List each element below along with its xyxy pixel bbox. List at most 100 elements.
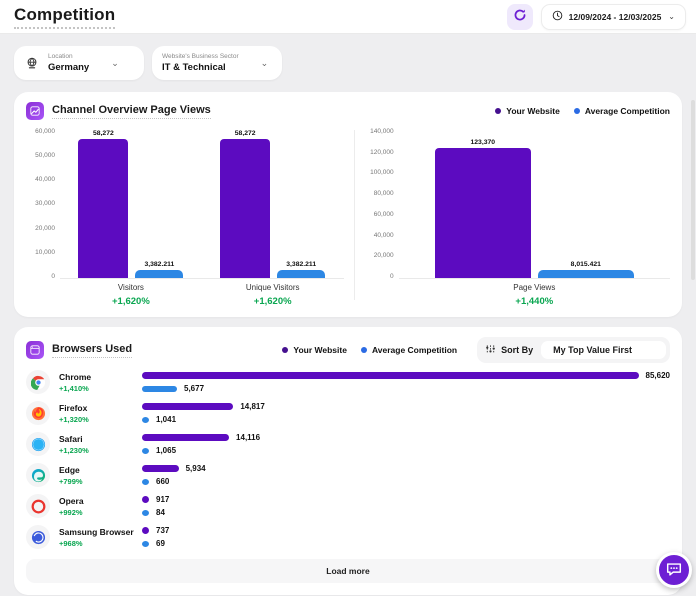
channel-legend: Your Website Average Competition bbox=[495, 106, 670, 116]
page-title: Competition bbox=[14, 5, 116, 29]
browser-row: Edge +799% 5,934 660 bbox=[26, 463, 670, 487]
average-competition-bar[interactable] bbox=[142, 385, 177, 392]
clock-icon bbox=[552, 8, 563, 26]
chat-fab-button[interactable] bbox=[656, 552, 692, 588]
chevron-down-icon: ⌄ bbox=[668, 12, 675, 21]
browser-row: Firefox +1,320% 14,817 1,041 bbox=[26, 401, 670, 425]
browser-row: Safari +1,230% 14,116 1,065 bbox=[26, 432, 670, 456]
browser-name: Safari bbox=[59, 433, 83, 444]
y-tick-label: 0 bbox=[51, 272, 55, 280]
bar-value-label: 5,934 bbox=[185, 464, 206, 473]
plot-area: 58,272 3,382.211 Visitors +1,620% 58,272 3,38… bbox=[60, 130, 344, 307]
y-tick-label: 30,000 bbox=[35, 200, 55, 208]
your-website-bar[interactable] bbox=[434, 147, 531, 278]
your-website-bar[interactable] bbox=[142, 403, 234, 410]
browser-meta: Opera +992% bbox=[50, 496, 142, 517]
your-website-bar[interactable] bbox=[142, 465, 179, 472]
average-competition-bar[interactable] bbox=[142, 447, 149, 454]
chart-icon bbox=[26, 102, 44, 120]
legend-average-competition: Average Competition bbox=[360, 345, 457, 355]
date-range-picker[interactable]: 12/09/2024 - 12/03/2025 ⌄ bbox=[540, 3, 686, 30]
bar-value-label: 14,817 bbox=[240, 402, 265, 411]
bar-value-label: 85,620 bbox=[645, 371, 670, 380]
your-website-bar[interactable] bbox=[78, 139, 129, 278]
average-competition-bar[interactable] bbox=[277, 269, 326, 278]
browser-name: Chrome bbox=[59, 371, 92, 382]
refresh-icon bbox=[513, 8, 527, 25]
average-competition-bar[interactable] bbox=[142, 416, 149, 423]
bar-value-label: 69 bbox=[156, 539, 165, 548]
main-content: Location Germany ⌄ Website's Business Se… bbox=[0, 34, 696, 595]
chat-bubble-icon bbox=[665, 560, 683, 581]
browser-icon bbox=[26, 341, 44, 359]
browsers-header: Browsers Used Your Website Average Compe… bbox=[26, 337, 670, 363]
location-filter[interactable]: Location Germany ⌄ bbox=[14, 46, 144, 80]
bar-group: 123,370 8,015.421 Page Views +1,440% bbox=[434, 130, 634, 307]
bar-value-label: 8,015.421 bbox=[570, 260, 601, 268]
legend-your-website: Your Website bbox=[495, 106, 560, 116]
y-axis: 140,000 120,000 100,000 80,000 60,000 40,000 2… bbox=[365, 128, 399, 282]
load-more-button[interactable]: Load more bbox=[26, 559, 670, 583]
refresh-button[interactable] bbox=[506, 3, 533, 30]
scrollbar[interactable] bbox=[691, 100, 695, 280]
category-label: Page Views bbox=[513, 283, 556, 292]
y-tick-label: 50,000 bbox=[35, 152, 55, 160]
bar-value-label: 58,272 bbox=[234, 130, 256, 137]
globe-icon bbox=[24, 55, 40, 71]
y-tick-label: 100,000 bbox=[370, 169, 394, 177]
browser-name: Samsung Browser bbox=[59, 526, 134, 537]
channel-overview-header: Channel Overview Page Views Your Website… bbox=[26, 102, 670, 120]
business-sector-filter[interactable]: Website's Business Sector IT & Technical… bbox=[152, 46, 282, 80]
sort-value[interactable]: My Top Value First bbox=[541, 341, 666, 359]
sector-filter-value: IT & Technical bbox=[162, 62, 226, 73]
bar-value-label: 3,382.211 bbox=[286, 260, 317, 268]
y-tick-label: 40,000 bbox=[373, 231, 394, 239]
browser-row: Opera +992% 917 84 bbox=[26, 494, 670, 518]
samsung-icon bbox=[26, 525, 50, 549]
y-tick-label: 20,000 bbox=[35, 224, 55, 232]
y-tick-label: 0 bbox=[389, 272, 394, 280]
blue-dot-icon bbox=[573, 108, 580, 114]
safari-icon bbox=[26, 432, 50, 456]
browser-meta: Firefox +1,320% bbox=[50, 403, 142, 424]
delta-percentage: +1,620% bbox=[112, 296, 150, 307]
location-filter-value: Germany bbox=[48, 62, 90, 73]
delta-percentage: +799% bbox=[59, 476, 83, 486]
browsers-title: Browsers Used bbox=[52, 343, 133, 358]
browser-meta: Safari +1,230% bbox=[50, 434, 142, 455]
bar-value-label: 737 bbox=[156, 526, 170, 535]
edge-icon bbox=[26, 463, 50, 487]
bar-group: 58,272 3,382.211 Visitors +1,620% bbox=[78, 130, 184, 307]
delta-percentage: +1,230% bbox=[59, 445, 89, 455]
average-competition-bar[interactable] bbox=[142, 540, 149, 547]
sort-by-control[interactable]: Sort By My Top Value First bbox=[477, 337, 670, 363]
average-competition-bar[interactable] bbox=[142, 509, 149, 516]
axis-baseline bbox=[60, 278, 344, 279]
browser-meta: Edge +799% bbox=[50, 465, 142, 486]
page-views-chart: 140,000 120,000 100,000 80,000 60,000 40,000 2… bbox=[365, 128, 670, 307]
your-website-bar[interactable] bbox=[142, 527, 149, 534]
browser-meta: Chrome +1,410% bbox=[50, 372, 142, 393]
browsers-panel: Browsers Used Your Website Average Compe… bbox=[14, 327, 682, 595]
y-tick-label: 60,000 bbox=[35, 128, 55, 135]
your-website-bar[interactable] bbox=[220, 139, 271, 278]
bar-value-label: 660 bbox=[156, 477, 170, 486]
bar-value-label: 917 bbox=[156, 495, 170, 504]
delta-percentage: +968% bbox=[59, 538, 83, 548]
bar-value-label: 5,677 bbox=[184, 384, 205, 393]
your-website-bar[interactable] bbox=[142, 434, 230, 441]
y-axis: 60,000 50,000 40,000 30,000 20,000 10,000 0 bbox=[26, 128, 60, 282]
filters-row: Location Germany ⌄ Website's Business Se… bbox=[14, 46, 682, 80]
top-bar: Competition 12/09/2024 - 12/03/2025 ⌄ bbox=[0, 0, 696, 34]
delta-percentage: +1,620% bbox=[253, 296, 292, 307]
y-tick-label: 80,000 bbox=[373, 190, 394, 198]
average-competition-bar[interactable] bbox=[135, 269, 184, 278]
channel-overview-title: Channel Overview Page Views bbox=[52, 104, 211, 119]
your-website-bar[interactable] bbox=[142, 372, 639, 379]
channel-overview-panel: Channel Overview Page Views Your Website… bbox=[14, 92, 682, 317]
average-competition-bar[interactable] bbox=[537, 269, 634, 278]
your-website-bar[interactable] bbox=[142, 496, 149, 503]
average-competition-bar[interactable] bbox=[142, 478, 149, 485]
bar-value-label: 3,382.211 bbox=[144, 260, 175, 268]
delta-percentage: +1,410% bbox=[59, 383, 89, 393]
